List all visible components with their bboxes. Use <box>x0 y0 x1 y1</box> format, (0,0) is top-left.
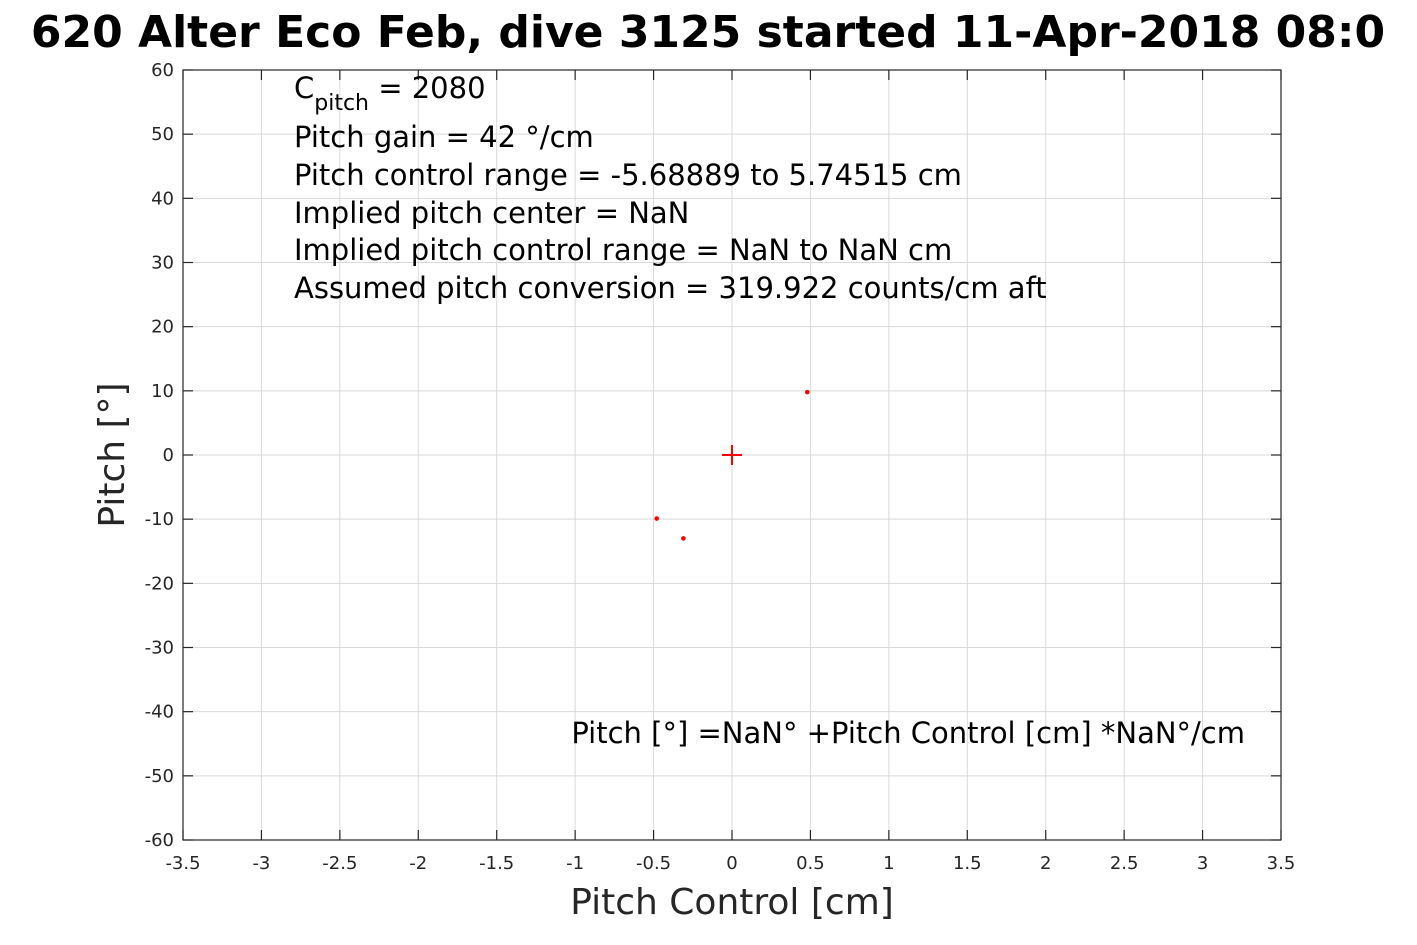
y-tick-label: 60 <box>151 60 174 81</box>
y-tick-label: -30 <box>145 638 174 659</box>
cpitch-subscript: pitch <box>314 91 369 116</box>
x-tick-label: -0.5 <box>636 853 671 874</box>
fit-equation: Pitch [°] =NaN° +Pitch Control [cm] *NaN… <box>571 716 1245 750</box>
annotation-line-implied-center: Implied pitch center = NaN <box>294 196 689 230</box>
y-tick-label: 40 <box>151 188 174 209</box>
y-tick-label: 30 <box>151 253 174 274</box>
axis-ticks <box>182 69 1282 841</box>
y-tick-labels: 60 50 40 30 20 10 0 -10 -20 -30 -40 -50 -60 <box>145 60 174 851</box>
annotation-line-implied-range: Implied pitch control range = NaN to NaN… <box>294 233 952 267</box>
x-tick-label: -1 <box>566 853 584 874</box>
center-plus-marker <box>722 445 742 465</box>
data-points <box>654 389 810 541</box>
data-point <box>804 389 810 395</box>
x-tick-label: 3.5 <box>1267 853 1296 874</box>
x-axis-label: Pitch Control [cm] <box>570 882 894 923</box>
data-point <box>654 516 660 521</box>
y-tick-label: -40 <box>145 702 174 723</box>
y-tick-label: -60 <box>145 830 174 851</box>
y-tick-label: 50 <box>151 124 174 145</box>
annotation-line-pitch-gain: Pitch gain = 42 °/cm <box>294 120 594 154</box>
y-tick-label: -50 <box>145 766 174 787</box>
x-tick-label: -2 <box>409 853 427 874</box>
x-tick-label: 0.5 <box>796 853 825 874</box>
annotation-line-pitch-control-range: Pitch control range = -5.68889 to 5.7451… <box>294 158 962 192</box>
chart-title: 620 Alter Eco Feb, dive 3125 started 11-… <box>31 7 1385 58</box>
cpitch-annotation: Cpitch = 2080 <box>294 71 486 116</box>
cpitch-value: = 2080 <box>369 71 486 105</box>
cpitch-symbol: C <box>294 71 314 105</box>
x-tick-label: -3.5 <box>165 853 200 874</box>
annotation-block: Cpitch = 2080 Pitch gain = 42 °/cm Pitch… <box>294 71 1047 305</box>
y-tick-label: -10 <box>145 509 174 530</box>
x-tick-label: -1.5 <box>479 853 514 874</box>
x-tick-label: -3 <box>252 853 270 874</box>
x-tick-label: 1 <box>883 853 894 874</box>
y-tick-label: -20 <box>145 573 174 594</box>
x-tick-label: 0 <box>726 853 737 874</box>
data-point <box>681 536 686 541</box>
x-tick-label: 2 <box>1040 853 1051 874</box>
x-tick-labels: -3.5 -3 -2.5 -2 -1.5 -1 -0.5 0 0.5 1 1.5 2 2.5 3 3.5 <box>165 853 1295 874</box>
y-tick-label: 0 <box>163 445 174 466</box>
y-axis-label: Pitch [°] <box>92 382 133 527</box>
annotation-line-conversion: Assumed pitch conversion = 319.922 count… <box>294 271 1047 305</box>
y-tick-label: 10 <box>151 381 174 402</box>
grid-lines <box>182 69 1282 841</box>
x-tick-label: 3 <box>1197 853 1208 874</box>
y-tick-label: 20 <box>151 317 174 338</box>
x-tick-label: -2.5 <box>322 853 357 874</box>
x-tick-label: 2.5 <box>1110 853 1139 874</box>
x-tick-label: 1.5 <box>953 853 982 874</box>
